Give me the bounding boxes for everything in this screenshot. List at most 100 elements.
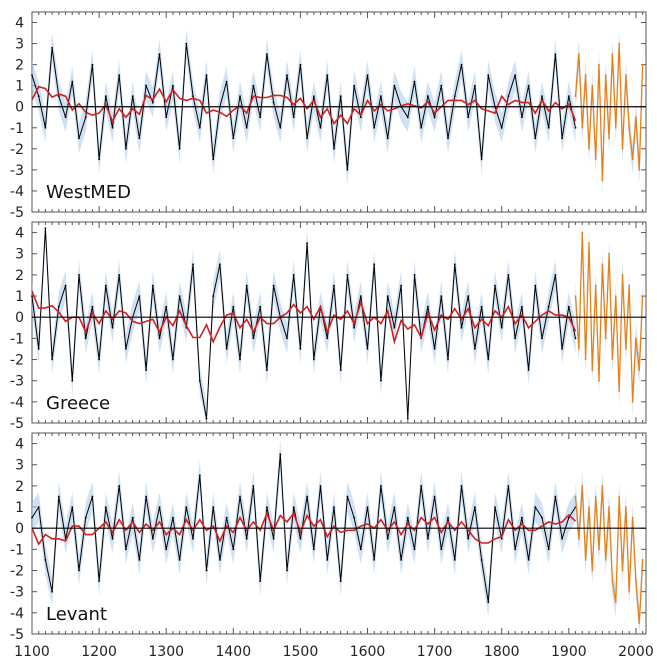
reconstruction-point [507,274,510,276]
reconstruction-point [373,126,376,129]
y-tick-label: -4 [10,606,24,622]
reconstruction-point [172,358,174,361]
instrumental-point [614,601,617,604]
instrumental-point [631,158,634,161]
reconstruction-point [514,337,516,340]
reconstruction-point [474,348,476,350]
instrumental-point [641,63,644,66]
reconstruction-point [527,84,530,87]
reconstruction-point [104,95,107,98]
reconstruction-point [547,126,550,129]
reconstruction-point [333,284,335,287]
reconstruction-point [252,84,255,87]
reconstruction-point [541,95,543,98]
reconstruction-point [118,274,121,276]
reconstruction-point [279,126,282,129]
reconstruction-point [172,84,174,87]
y-tick-label: 0 [15,100,24,116]
reconstruction-point [534,506,537,508]
reconstruction-point [131,95,134,98]
reconstruction-point [487,358,490,361]
instrumental-point [584,358,587,361]
reconstruction-point [541,337,543,340]
y-tick-label: 4 [15,226,24,242]
smoothed-line [31,85,577,126]
instrumental-point [574,295,577,297]
instrumental-point [635,580,637,582]
y-tick-label: -1 [10,331,24,347]
y-tick-label: 0 [15,310,24,326]
instrumental-point [628,590,631,593]
instrumental-point [578,348,580,350]
reconstruction-point [98,580,100,582]
y-tick-label: -5 [10,627,24,643]
instrumental-point [581,231,584,234]
reconstruction-point [380,95,382,98]
reconstruction-point [494,506,496,508]
reconstruction-point [312,548,315,551]
panel-levant: -5 -4 -3 -2 -1 0 1 2 3 4 Levant [10,432,647,643]
reconstruction-point [51,46,53,49]
reconstruction-point [151,537,154,540]
reconstruction-point [292,274,295,276]
reconstruction-point [245,126,248,129]
reconstruction-point [467,537,470,540]
reconstruction-point [353,326,355,329]
reconstruction-point [252,485,255,487]
reconstruction-point [406,516,409,519]
instrumental-point [588,242,590,245]
reconstruction-line [31,228,576,419]
reconstruction-point [205,417,208,420]
reconstruction-point [366,74,369,77]
instrumental-point [631,400,634,403]
reconstruction-point [37,348,40,350]
instrumental-point [641,295,644,297]
reconstruction-point [480,158,483,161]
instrumental-point [584,559,587,561]
x-tick-label: 1400 [215,644,251,660]
reconstruction-point [31,295,33,297]
reconstruction-point [380,379,382,382]
reconstruction-point [232,137,235,140]
y-tick-label: -3 [10,163,24,179]
reconstruction-point [266,369,268,371]
y-tick-label: 1 [15,500,24,516]
reconstruction-point [151,284,154,287]
reconstruction-point [534,137,537,140]
reconstruction-point [219,559,221,561]
reconstruction-point [306,242,308,245]
reconstruction-point [266,53,268,55]
reconstruction-point [306,137,308,140]
reconstruction-point [84,116,87,119]
reconstruction-point [373,559,376,561]
reconstruction-point [37,95,40,98]
reconstruction-point [339,580,342,582]
instrumental-point [614,295,617,297]
reconstruction-point [453,559,456,561]
reconstruction-point [507,95,510,98]
reconstruction-point [346,495,349,498]
reconstruction-point [165,116,168,119]
reconstruction-point [71,379,74,382]
panel-frame [31,432,647,635]
reconstruction-point [460,326,463,329]
reconstruction-point [440,295,443,297]
reconstruction-point [286,74,288,77]
reconstruction-point [272,537,275,540]
reconstruction-point [339,369,342,371]
reconstruction-point [353,516,355,519]
smoothed-line [31,290,577,345]
instrumental-point [631,516,634,519]
reconstruction-point [44,126,47,129]
instrumental-point [618,495,621,498]
uncertainty-band [575,28,643,196]
reconstruction-point [111,537,114,540]
reconstruction-point [64,284,67,287]
x-tick-label: 1800 [484,644,520,660]
reconstruction-point [165,548,168,551]
reconstruction-point [460,485,463,487]
reconstruction-point [272,284,275,287]
reconstruction-point [353,84,355,87]
reconstruction-point [299,537,302,540]
